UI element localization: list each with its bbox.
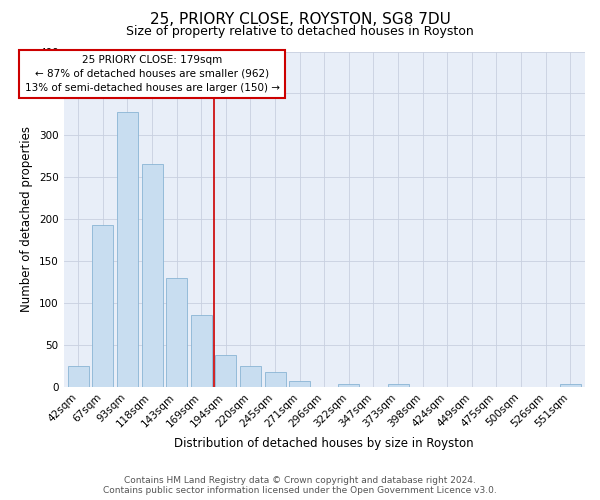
Bar: [92, 225, 113, 387]
Bar: [142, 164, 163, 387]
Bar: [265, 372, 286, 387]
Text: Contains HM Land Registry data © Crown copyright and database right 2024.
Contai: Contains HM Land Registry data © Crown c…: [103, 476, 497, 495]
Bar: [560, 384, 581, 387]
Bar: [215, 355, 236, 387]
Bar: [166, 278, 187, 387]
Bar: [240, 366, 261, 387]
Bar: [289, 381, 310, 387]
X-axis label: Distribution of detached houses by size in Royston: Distribution of detached houses by size …: [175, 437, 474, 450]
Y-axis label: Number of detached properties: Number of detached properties: [20, 126, 34, 312]
Text: Size of property relative to detached houses in Royston: Size of property relative to detached ho…: [126, 25, 474, 38]
Text: 25 PRIORY CLOSE: 179sqm
← 87% of detached houses are smaller (962)
13% of semi-d: 25 PRIORY CLOSE: 179sqm ← 87% of detache…: [25, 55, 280, 93]
Bar: [388, 384, 409, 387]
Bar: [117, 112, 138, 387]
Text: 25, PRIORY CLOSE, ROYSTON, SG8 7DU: 25, PRIORY CLOSE, ROYSTON, SG8 7DU: [149, 12, 451, 28]
Bar: [191, 315, 212, 387]
Bar: [338, 384, 359, 387]
Bar: [68, 366, 89, 387]
